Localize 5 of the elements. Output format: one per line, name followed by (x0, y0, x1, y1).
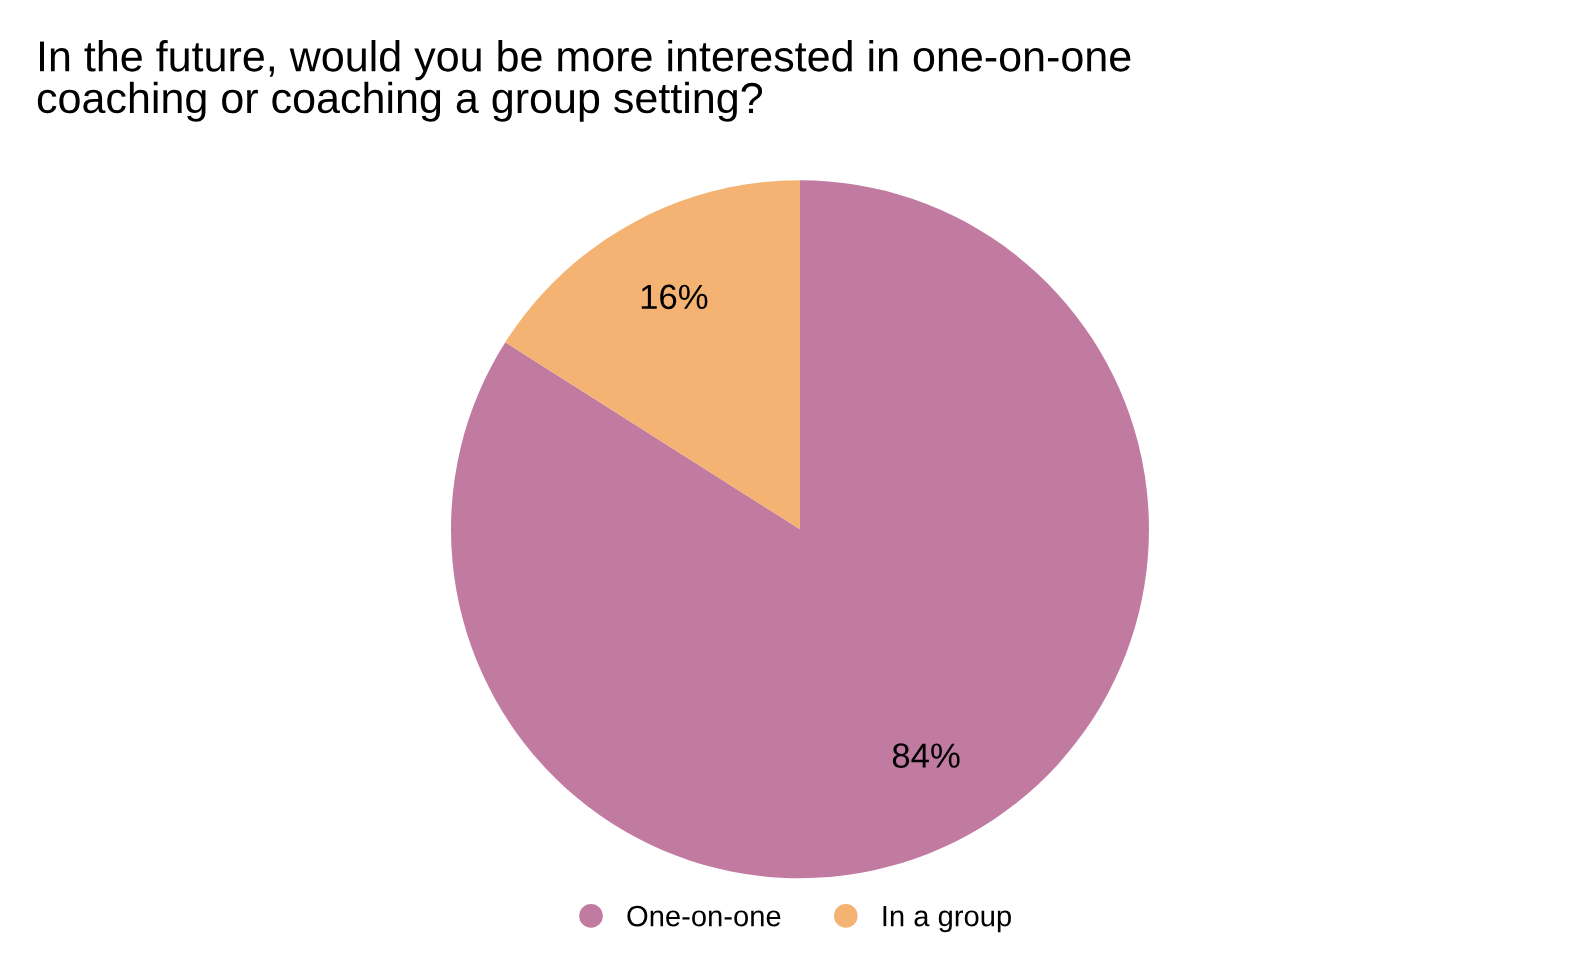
legend-label: In a group (883, 906, 1011, 933)
legend-label: One-on-one (627, 905, 781, 927)
data-label: 84% (892, 743, 960, 768)
chart-title: In the future, would you be more interested in one-on-one coaching or coaching a group setting? (37, 40, 1131, 122)
data-label: 16% (641, 284, 708, 310)
